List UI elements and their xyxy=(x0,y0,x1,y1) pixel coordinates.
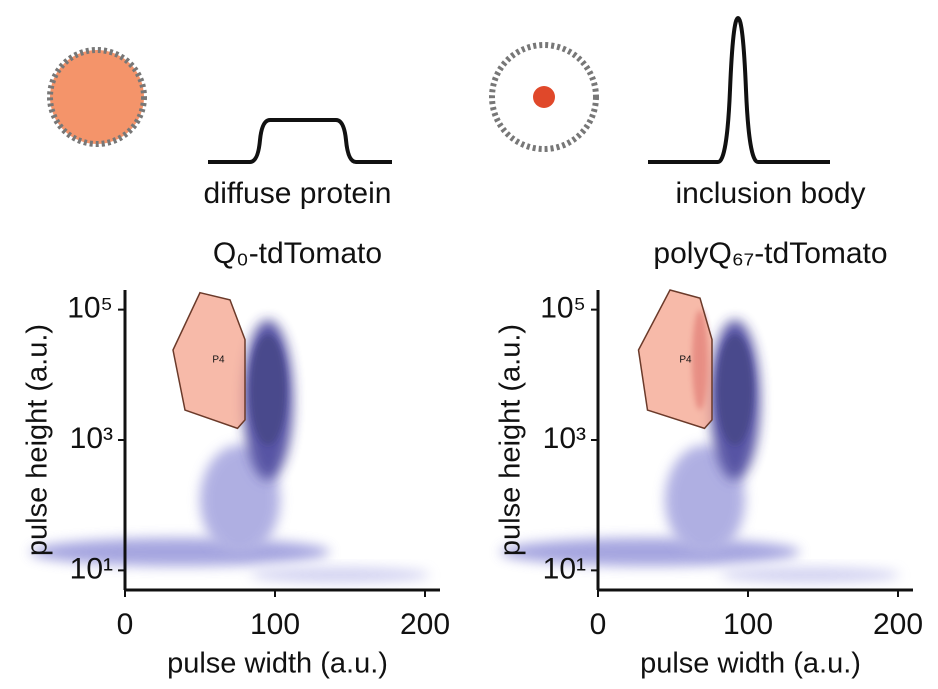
y-tick-label: 10⁵ xyxy=(540,292,586,325)
y-axis-label: pulse height (a.u.) xyxy=(22,324,54,556)
x-tick-label: 0 xyxy=(590,608,607,641)
y-tick-label: 10¹ xyxy=(70,552,113,585)
x-tick-label: 100 xyxy=(723,608,773,641)
x-axis-label: pulse width (a.u.) xyxy=(640,648,861,680)
y-tick-label: 10³ xyxy=(70,422,113,455)
gate xyxy=(637,289,713,430)
density-cloud xyxy=(500,310,900,583)
x-tick-label: 100 xyxy=(250,608,300,641)
x-tick-label: 200 xyxy=(873,608,923,641)
density-cloud xyxy=(30,320,430,583)
gate-label: P4 xyxy=(212,355,225,366)
y-tick-label: 10³ xyxy=(543,422,586,455)
schematic-diffuse xyxy=(47,47,392,164)
x-axis-label: pulse width (a.u.) xyxy=(167,648,388,680)
y-axis-label: pulse height (a.u.) xyxy=(495,324,527,556)
gate xyxy=(172,291,246,430)
panel: inclusion body polyQ₆₇-tdTomato P4 0 100 200 1… xyxy=(495,177,923,680)
y-tick-label: 10¹ xyxy=(543,552,586,585)
chart-title: polyQ₆₇-tdTomato xyxy=(653,237,887,270)
panel: diffuse protein Q₀-tdTomato P4 0 100 200 10¹ 10… xyxy=(22,177,450,680)
chart-title: Q₀-tdTomato xyxy=(213,237,382,270)
schematic-inclusion xyxy=(489,15,830,164)
x-tick-label: 0 xyxy=(117,608,134,641)
annotation: inclusion body xyxy=(675,177,865,210)
y-tick-label: 10⁵ xyxy=(67,292,113,325)
annotation: diffuse protein xyxy=(204,177,392,210)
x-tick-label: 200 xyxy=(400,608,450,641)
gate-label: P4 xyxy=(679,355,692,366)
